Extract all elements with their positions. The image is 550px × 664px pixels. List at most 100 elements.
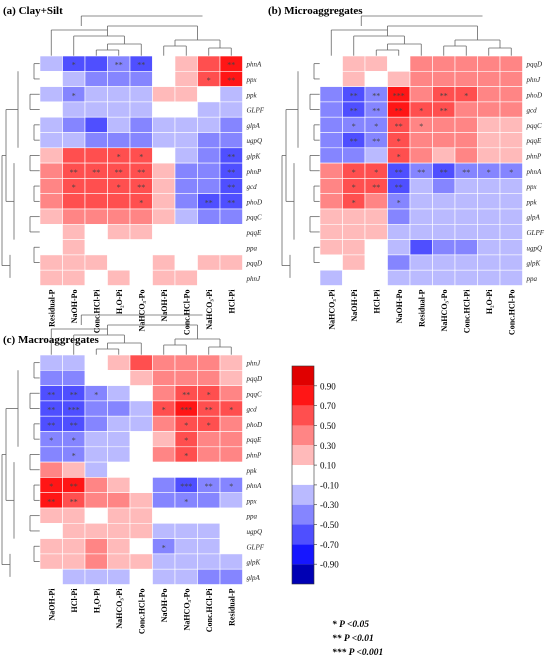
- heatmap-cell: [477, 132, 501, 149]
- heatmap-cell: [129, 553, 153, 570]
- significance-legend-item: * P <0.05: [332, 619, 369, 630]
- heatmap-cell: [107, 269, 131, 286]
- heatmap-cell: [454, 132, 478, 149]
- heatmap-cell: [432, 239, 456, 256]
- heatmap-cell: [432, 147, 456, 164]
- column-label: NaHCO₃-Pi: [327, 289, 336, 330]
- heatmap-cell: [62, 71, 86, 87]
- significance-legend-item: ** P <0.01: [332, 633, 374, 644]
- heatmap-cell: [39, 193, 63, 210]
- heatmap-cell: [107, 239, 131, 256]
- heatmap-cell: [62, 101, 86, 118]
- heatmap-cell: [62, 193, 86, 210]
- significance-mark: *: [509, 168, 513, 177]
- heatmap-cell: [364, 239, 388, 256]
- row-label: pqqC: [246, 214, 263, 222]
- heatmap-cell: [454, 193, 478, 210]
- row-label: phnJ: [246, 275, 262, 283]
- significance-mark: *: [49, 482, 53, 491]
- heatmap-cell: [197, 86, 221, 103]
- heatmap-cell: [107, 86, 131, 103]
- heatmap-cell: [62, 116, 86, 133]
- dendrogram: [281, 15, 512, 278]
- heatmap-cell: [432, 55, 456, 72]
- heatmap-cell: [342, 239, 366, 256]
- heatmap-cell: [342, 224, 366, 240]
- heatmap-cell: [84, 461, 108, 478]
- significance-mark: *: [49, 436, 53, 445]
- heatmap-cell: [477, 269, 501, 286]
- legend-swatch: [292, 484, 314, 505]
- significance-mark: **: [115, 61, 123, 70]
- heatmap-cell: [174, 208, 198, 225]
- heatmap-cell: [319, 239, 343, 256]
- column-label: NaHCO₃-Po: [182, 589, 191, 631]
- heatmap-cell: [62, 461, 86, 478]
- heatmap-cell: [219, 385, 243, 402]
- column-label: NaHCO₃-Pi: [115, 588, 124, 629]
- heatmap-cell: [84, 568, 108, 585]
- column-label: Residual-P: [47, 289, 56, 326]
- heatmap-cell: [219, 431, 243, 448]
- legend-swatch: [292, 465, 314, 485]
- significance-mark: **: [395, 122, 403, 131]
- significance-mark: *: [139, 198, 143, 207]
- heatmap-cell: [197, 239, 221, 256]
- heatmap-cell: [477, 224, 501, 240]
- heatmap-cell: [152, 71, 176, 87]
- row-label: ppk: [526, 198, 538, 206]
- heatmap-cell: [432, 208, 456, 225]
- significance-mark: *: [397, 137, 401, 146]
- row-label: glpK: [527, 260, 541, 268]
- heatmap-cell: [107, 193, 131, 210]
- heatmap-cell: [129, 86, 153, 103]
- heatmap-cell: [477, 55, 501, 72]
- heatmap-cell: [84, 193, 108, 210]
- heatmap-cell: [197, 507, 221, 524]
- legend-tick-label: 0.90: [320, 381, 336, 391]
- heatmap-cell: [174, 178, 198, 194]
- significance-mark: **: [182, 390, 190, 399]
- significance-mark: ***: [68, 406, 80, 415]
- heatmap-cell: [62, 269, 86, 286]
- column-label: HCl-Pi: [227, 289, 236, 314]
- heatmap-cell: [174, 132, 198, 149]
- heatmap-cell: [152, 522, 176, 539]
- heatmap-cell: [84, 507, 108, 524]
- row-label: phnP: [526, 152, 543, 160]
- heatmap-cell: [107, 431, 131, 448]
- heatmap-cell: [197, 132, 221, 149]
- heatmap-cell: [152, 385, 176, 402]
- heatmap-cell: [197, 269, 221, 286]
- row-label: pqqC: [526, 122, 543, 130]
- heatmap-cell: [129, 101, 153, 118]
- heatmap-cell: [174, 269, 198, 286]
- heatmap-cell: [342, 55, 366, 72]
- legend-tick-label: 0.30: [320, 441, 336, 451]
- legend-swatch: [292, 366, 314, 386]
- legend-frame: [291, 365, 315, 585]
- heatmap-cell: [129, 208, 153, 225]
- heatmap-cell: [39, 71, 63, 87]
- heatmap-cell: [454, 147, 478, 164]
- heatmap-cell: [219, 239, 243, 256]
- heatmap-cell: [409, 132, 433, 149]
- heatmap-cell: [454, 116, 478, 133]
- heatmap-cell: [387, 224, 411, 240]
- row-label: ugpQ: [247, 528, 263, 536]
- heatmap-cell: [174, 193, 198, 210]
- significance-mark: *: [162, 543, 166, 552]
- heatmap-cell: [129, 116, 153, 133]
- heatmap-cell: [129, 522, 153, 539]
- heatmap-cell: [499, 193, 523, 210]
- legend-swatch: [292, 385, 314, 406]
- heatmap-cell: [197, 178, 221, 194]
- heatmap-cell: [39, 269, 63, 286]
- significance-mark: *: [352, 183, 356, 192]
- heatmap-cell: [84, 354, 108, 371]
- row-label: phnP: [246, 451, 263, 459]
- row-label: ppk: [246, 467, 258, 475]
- heatmap-cell: [409, 55, 433, 72]
- legend-swatch: [292, 425, 314, 446]
- heatmap-cell: [409, 224, 433, 240]
